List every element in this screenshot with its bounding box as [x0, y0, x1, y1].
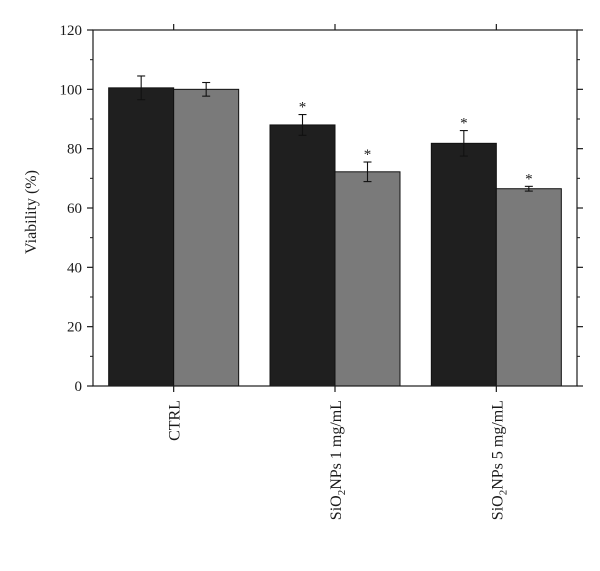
bar — [173, 88, 240, 387]
bar — [430, 142, 497, 387]
significance-marker: * — [299, 100, 307, 116]
y-tick-label: 80 — [67, 142, 82, 158]
bar — [495, 188, 562, 387]
y-tick-label: 120 — [60, 23, 83, 39]
axes: 0 20 40 60 80 100 120 CTRL SiO2NPs 1 mg/mL SiO2NP… — [60, 23, 583, 520]
significance-marker: * — [525, 171, 533, 187]
y-tick-label: 40 — [67, 260, 82, 276]
plot-area: * * * * — [108, 75, 562, 387]
bar — [108, 87, 175, 387]
x-category-label: SiO2NPs 1 mg/mL — [328, 400, 348, 520]
significance-marker: * — [364, 147, 372, 163]
bar — [269, 124, 336, 387]
x-category-label: SiO2NPs 5 mg/mL — [489, 400, 509, 520]
significance-marker: * — [460, 116, 468, 132]
bar — [334, 171, 401, 387]
x-category-label: CTRL — [167, 400, 184, 441]
y-tick-label: 100 — [60, 82, 83, 98]
y-tick-label: 60 — [67, 201, 82, 217]
y-axis-title: Viability (%) — [23, 170, 40, 254]
y-tick-label: 0 — [75, 379, 83, 395]
y-tick-label: 20 — [67, 320, 82, 336]
